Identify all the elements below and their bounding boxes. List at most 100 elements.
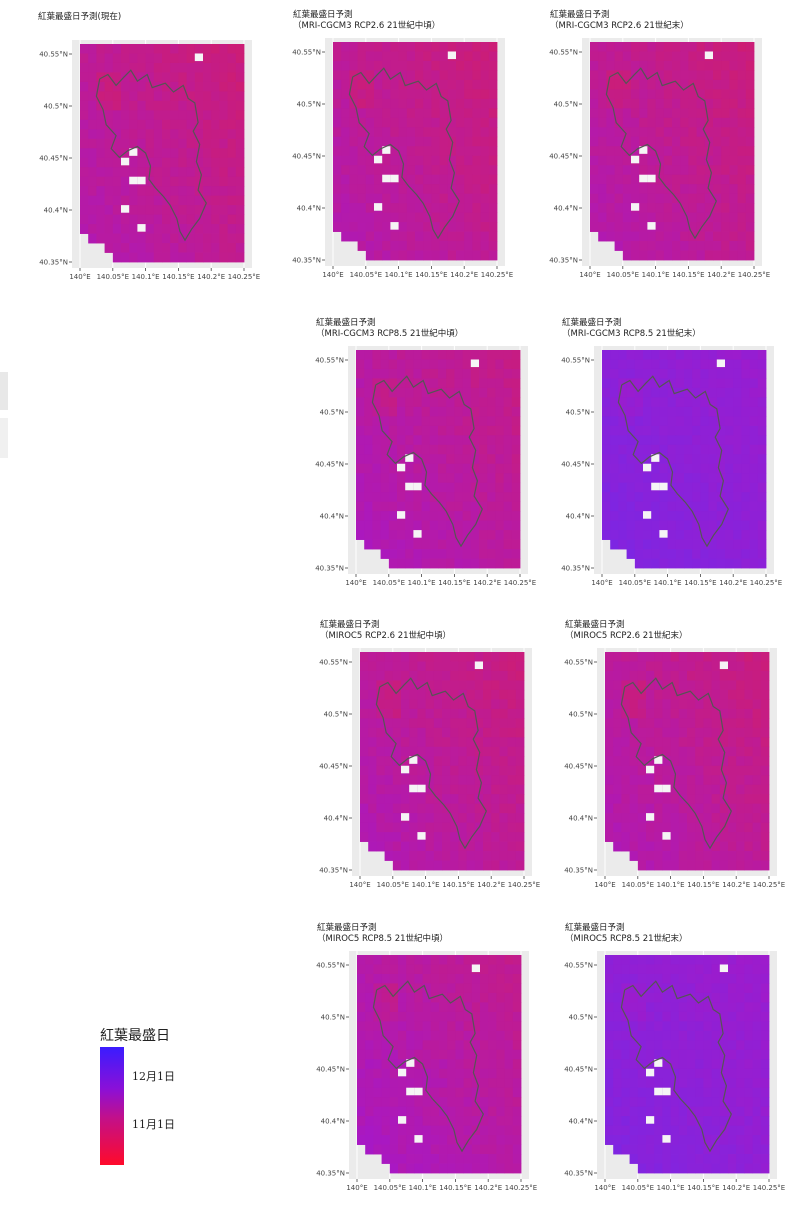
heatmap-cell (388, 520, 398, 531)
heatmap-cell (654, 1030, 663, 1041)
heatmap-cell (235, 72, 245, 83)
heatmap-cell (678, 1163, 688, 1174)
heatmap-cell (503, 359, 513, 370)
heatmap-cell (752, 652, 762, 662)
heatmap-cell (725, 350, 734, 360)
heatmap-cell (454, 501, 463, 512)
heatmap-cell (422, 1002, 432, 1013)
heatmap-cell (365, 992, 374, 1003)
heatmap-cell (488, 1144, 497, 1155)
heatmap-cell (631, 98, 640, 109)
heatmap-cell (711, 708, 721, 719)
heatmap-cell (145, 176, 155, 187)
heatmap-cell (349, 193, 358, 204)
heatmap-cell (382, 117, 391, 128)
heatmap-cell (439, 212, 449, 223)
heatmap-cell (728, 1059, 737, 1070)
heatmap-cell (703, 983, 712, 994)
heatmap-cell (162, 167, 171, 178)
heatmap-cell (429, 387, 439, 398)
heatmap-cell (741, 539, 750, 550)
heatmap-cell (744, 1049, 753, 1060)
heatmap-cell (414, 1116, 423, 1127)
heatmap-cell (703, 1106, 712, 1117)
heatmap-cell (365, 1002, 374, 1013)
heatmap-cell (368, 822, 377, 833)
heatmap-cell (736, 973, 745, 984)
heatmap-cell (421, 350, 431, 360)
heatmap-cell (634, 444, 644, 455)
heatmap-cell (474, 832, 484, 842)
heatmap-cell (488, 1154, 497, 1164)
heatmap-cell (211, 81, 220, 92)
heatmap-cell (447, 165, 457, 176)
heatmap-cell (659, 539, 668, 550)
heatmap-cell (389, 964, 399, 975)
heatmap-cell (170, 148, 179, 159)
heatmap-cell (464, 60, 473, 71)
heatmap-cell (480, 1163, 489, 1174)
heatmap-cell (472, 108, 481, 119)
heatmap-cell (450, 689, 459, 700)
heatmap-cell (700, 435, 709, 446)
heatmap-cell (480, 1087, 489, 1098)
heatmap-cell (503, 549, 513, 559)
heatmap-cell (752, 699, 762, 710)
heatmap-cell (398, 127, 408, 138)
heatmap-cell (450, 727, 459, 738)
heatmap-cell (438, 549, 447, 559)
heatmap-cell (703, 784, 712, 795)
heatmap-cell (637, 1125, 647, 1136)
heatmap-cell (695, 1087, 704, 1098)
heatmap-cell (512, 1068, 522, 1079)
heatmap-cell (203, 81, 212, 92)
heatmap-cell (725, 482, 734, 493)
heatmap-cell (458, 813, 467, 824)
heatmap-cell (472, 79, 481, 90)
na-cell (474, 661, 483, 670)
heatmap-cell (194, 252, 204, 263)
heatmap-cell (688, 127, 697, 138)
heatmap-cell (373, 1002, 382, 1013)
heatmap-cell (692, 435, 701, 446)
heatmap-cell (721, 231, 730, 242)
heatmap-cell (711, 803, 721, 814)
heatmap-cell (80, 62, 89, 73)
heatmap-cell (488, 1087, 497, 1098)
heatmap-cell (235, 129, 245, 140)
heatmap-cell (622, 70, 632, 81)
heatmap-cell (646, 1040, 655, 1051)
heatmap-cell (736, 1154, 745, 1164)
heatmap-cell (414, 1059, 423, 1070)
heatmap-cell (384, 689, 394, 700)
heatmap-cell (621, 737, 630, 748)
heatmap-cell (112, 214, 122, 225)
heatmap-cell (613, 1068, 622, 1079)
heatmap-cell (464, 222, 473, 232)
heatmap-cell (374, 231, 383, 242)
heatmap-cell (406, 127, 416, 138)
heatmap-cell (488, 1002, 497, 1013)
heatmap-cell (479, 406, 488, 417)
heatmap-cell (713, 136, 722, 147)
heatmap-cell (425, 765, 435, 776)
heatmap-cell (695, 775, 704, 786)
heatmap-cell (713, 127, 722, 138)
heatmap-cell (430, 1040, 440, 1051)
heatmap-cell (162, 176, 171, 187)
heatmap-cell (227, 91, 237, 102)
heatmap-cell (745, 250, 755, 261)
heatmap-cell (194, 100, 204, 111)
heatmap-cell (488, 42, 498, 52)
heatmap-cell (745, 146, 755, 157)
heatmap-cell (684, 406, 693, 417)
heatmap-cell (466, 860, 476, 871)
heatmap-cell (629, 718, 639, 729)
heatmap-cell (88, 129, 97, 140)
heatmap-cell (651, 492, 660, 503)
heatmap-cell (442, 670, 451, 681)
heatmap-cell (145, 53, 155, 64)
heatmap-cell (680, 184, 689, 195)
heatmap-cell (462, 406, 472, 417)
heatmap-cell (613, 670, 622, 681)
